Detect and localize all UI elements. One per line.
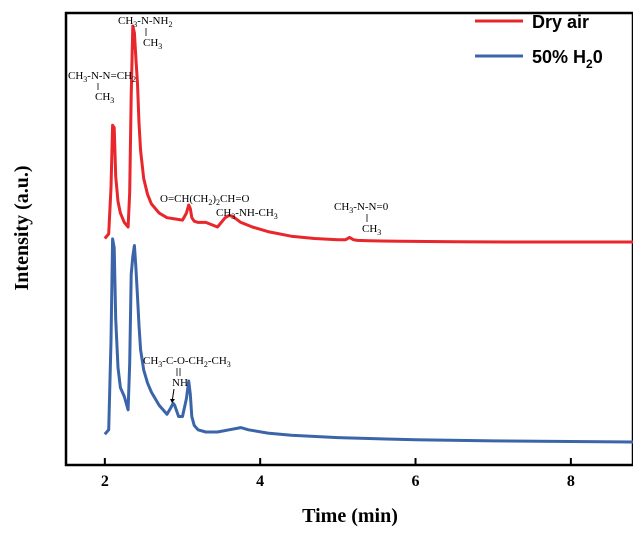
plot-frame [64,11,633,467]
annotations: CH3-N-NH2 CH3 CH3-N-N=CH2 CH3 O=CH(CH2)2… [68,15,389,403]
legend-label-dry-air: Dry air [532,12,589,32]
annotation-ester-imine-branch: NH [172,377,188,389]
legend-label-50-h2o-main: 50% H [532,47,586,67]
series-line-50-h2o [103,237,633,444]
annotation-ndma-branch: CH3 [362,223,381,237]
x-axis-ticks: 2 4 6 8 [101,458,575,490]
x-tick-label: 8 [567,473,575,490]
annotation-formaldehyde-hydrazone: CH3-N-N=CH2 [68,70,136,84]
series-layer [103,24,633,444]
legend: Dry air 50% H20 [475,12,603,71]
annotation-ester-imine-arrowhead [170,399,175,403]
y-axis-title: Intensity (a.u.) [11,165,33,290]
annotation-formaldehyde-hydrazone-branch: CH3 [95,91,114,105]
x-tick-label: 6 [412,473,420,490]
series-line-dry-air [103,24,633,244]
annotation-methyl-hydrazine-branch: CH3 [143,37,162,51]
x-axis-title: Time (min) [302,505,398,527]
annotation-dimethylamine: CH3-NH-CH3 [216,207,278,221]
annotation-ndma: CH3-N-N=0 [334,201,389,215]
x-tick-label: 2 [101,473,109,490]
legend-label-50-h2o-end: 0 [593,47,603,67]
annotation-ester-imine: CH3-C-O-CH2-CH3 [143,355,231,369]
legend-label-50-h2o: 50% H20 [532,47,603,71]
x-tick-label: 4 [256,473,264,490]
legend-label-50-h2o-sub: 2 [586,57,593,71]
annotation-glutaraldehyde: O=CH(CH2)2CH=O [160,193,250,207]
annotation-methyl-hydrazine: CH3-N-NH2 [118,15,172,29]
